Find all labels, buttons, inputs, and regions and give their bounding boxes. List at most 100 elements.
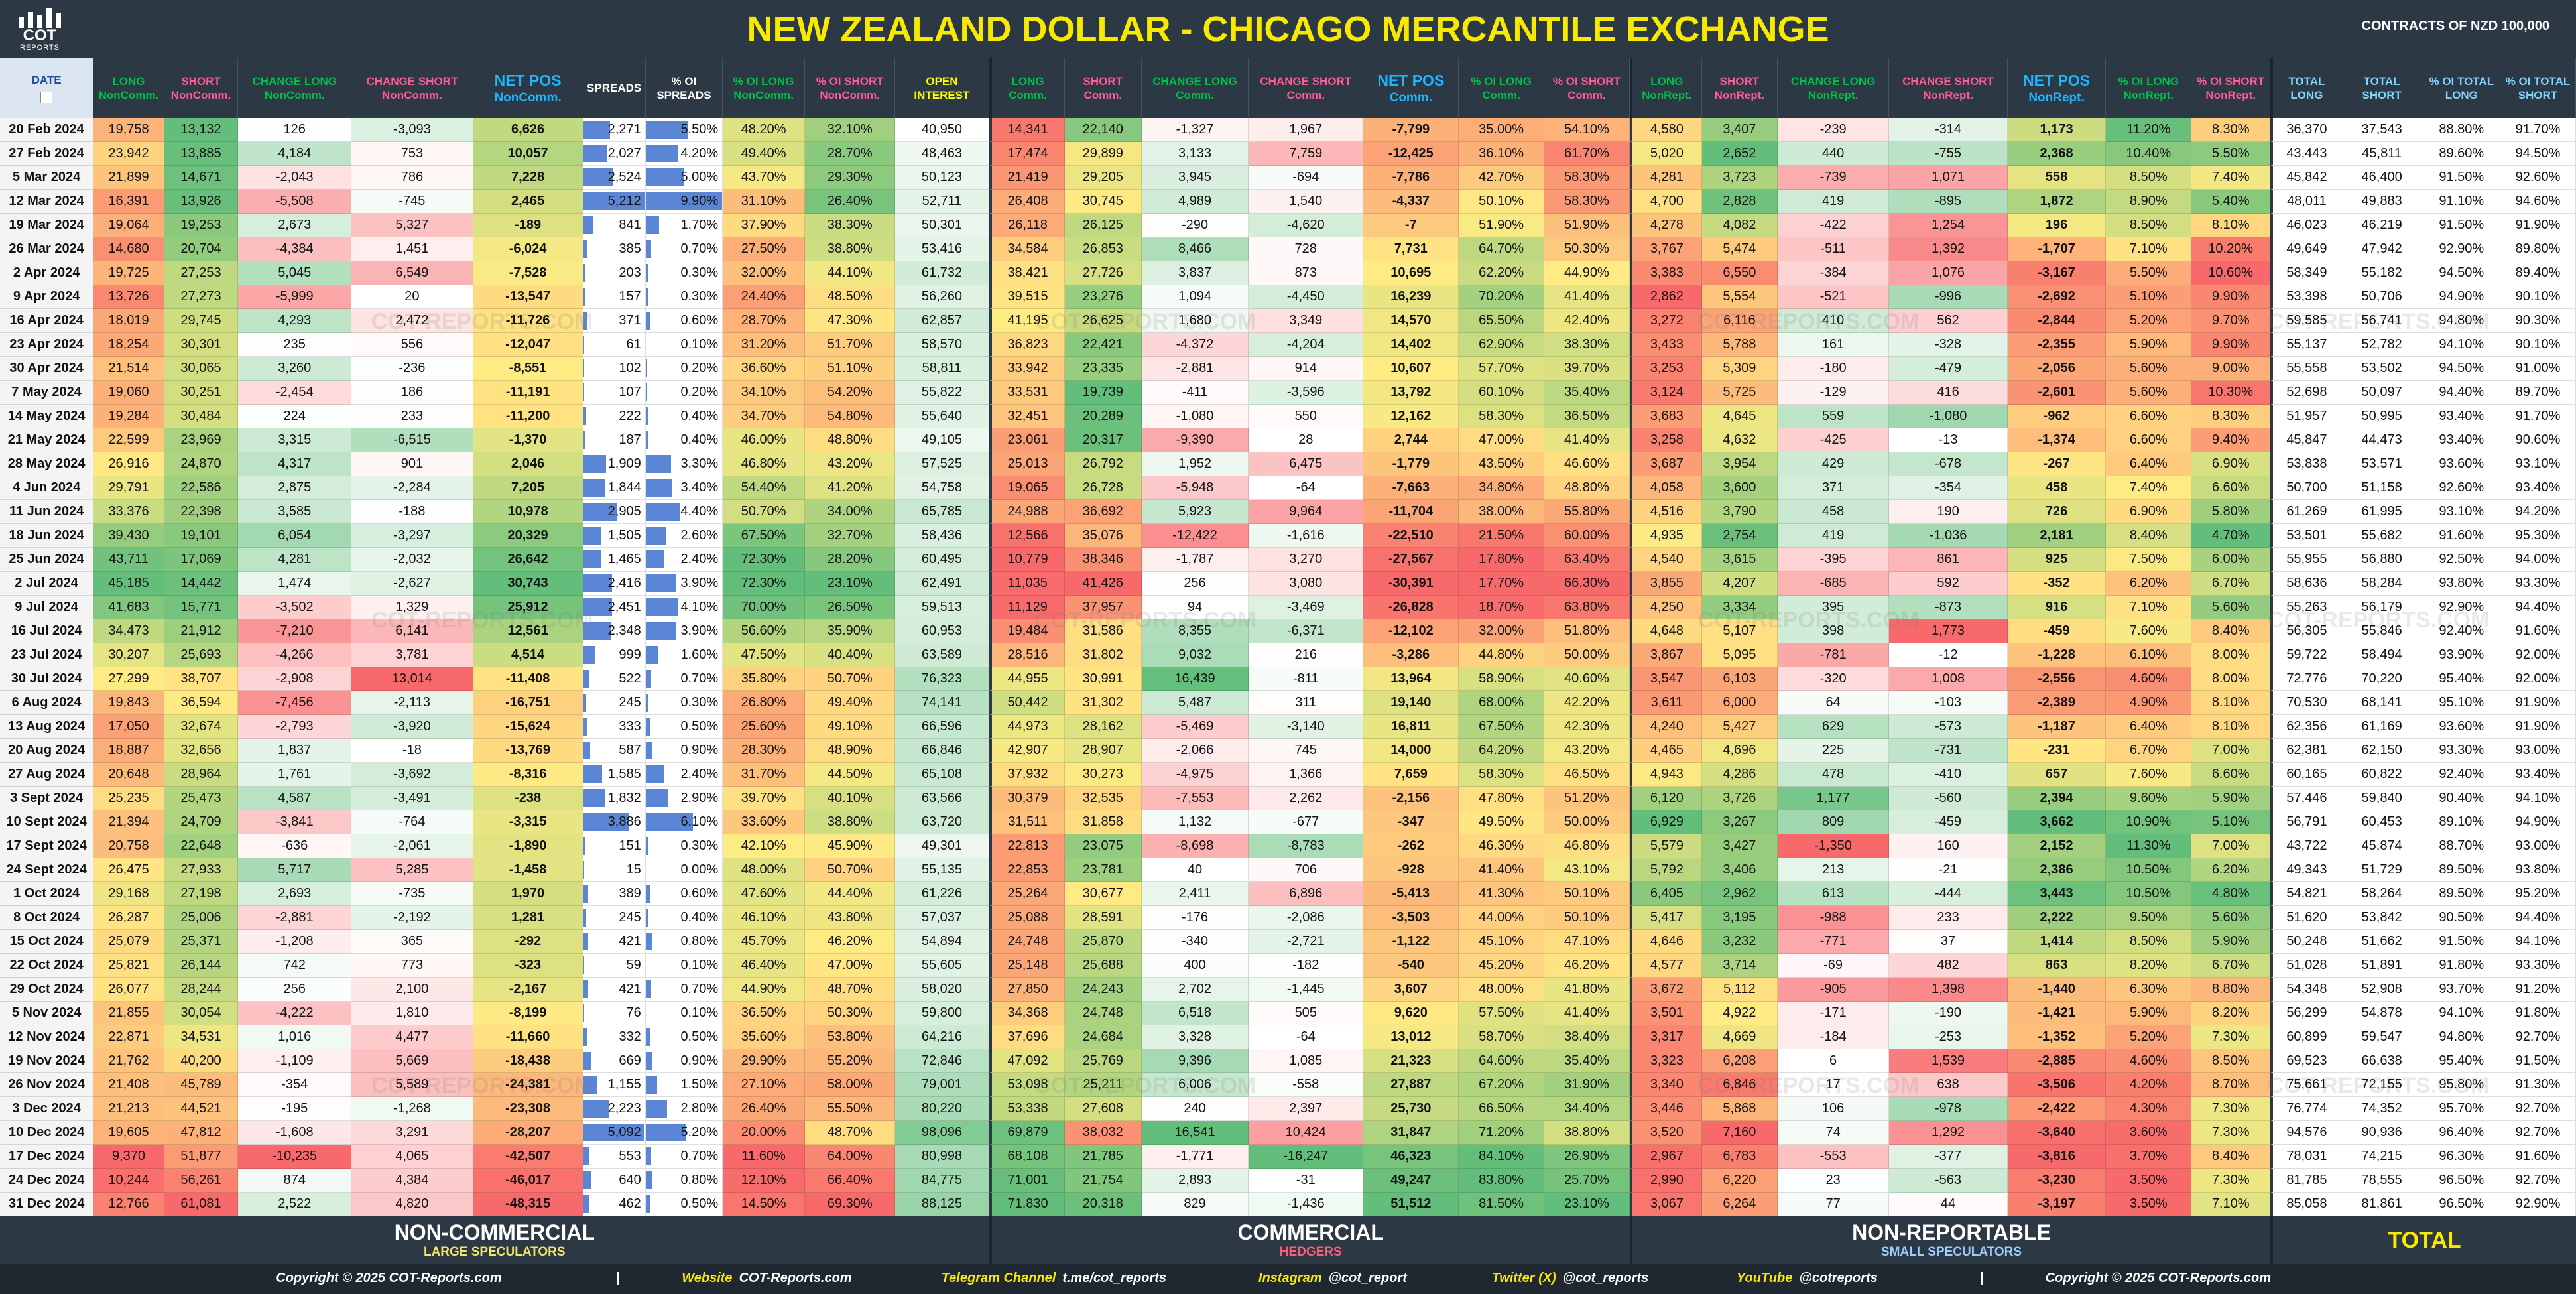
cell-text: 19,843 [108, 695, 149, 710]
cell-text: 8.20% [2211, 1005, 2250, 1020]
header-line: NonRept. [2028, 90, 2085, 105]
value-cell: 58.30% [1544, 166, 1630, 190]
cell-text: 23.10% [1564, 1197, 1609, 1211]
value-cell: -422 [1777, 214, 1890, 237]
value-cell: 2.90% [645, 787, 723, 810]
value-cell: 8.50% [2106, 214, 2192, 237]
cell-text: -347 [1397, 814, 1424, 829]
cell-text: 3,443 [2040, 886, 2073, 901]
value-cell: 0.90% [645, 1049, 723, 1073]
value-cell: 482 [1889, 954, 2008, 978]
cell-text: 59,840 [2361, 791, 2402, 805]
cell-text: 65,785 [921, 504, 963, 519]
date-cell: 1 Oct 2024 [0, 882, 94, 906]
value-cell: 5.40% [2191, 190, 2271, 214]
cell-text: 22,813 [1007, 838, 1048, 853]
cell-text: 5,212 [607, 194, 641, 208]
value-cell: 66,846 [895, 739, 989, 763]
cell-text: 22,398 [180, 504, 221, 519]
value-cell: 62.90% [1459, 333, 1544, 357]
cell-text: 60,953 [921, 623, 963, 638]
value-cell: 54,894 [895, 930, 989, 954]
value-cell: 30,379 [989, 787, 1065, 810]
value-cell: 4,989 [1141, 190, 1249, 214]
cell-text: 24,870 [180, 456, 221, 471]
value-cell: 32.00% [1459, 619, 1544, 643]
cell-text: 5,045 [278, 265, 312, 280]
value-cell: 4,293 [238, 309, 352, 333]
value-cell: 4,696 [1701, 739, 1778, 763]
value-cell: 9.00% [2191, 357, 2271, 381]
cell-text: 27,933 [180, 862, 221, 877]
date-cell: 5 Nov 2024 [0, 1002, 94, 1025]
value-cell: 55,137 [2270, 333, 2341, 357]
cell-text: -377 [1935, 1149, 1962, 1163]
value-cell: 7.30% [2191, 1025, 2271, 1049]
value-cell: 60,165 [2270, 763, 2341, 787]
cell-text: 44.90% [1564, 265, 1609, 280]
value-cell: 10,424 [1249, 1121, 1364, 1145]
cell-text: 5 Nov 2024 [11, 1005, 82, 1020]
cell-text: 20,704 [180, 241, 221, 256]
cell-text: 45.20% [1479, 958, 1524, 972]
value-cell: 1,451 [351, 237, 473, 261]
cell-text: 31,802 [1082, 647, 1123, 662]
value-cell: 395 [1777, 596, 1890, 619]
value-cell: -511 [1777, 237, 1890, 261]
data-bar [645, 1171, 652, 1189]
cell-text: 1.60% [680, 647, 719, 662]
section-label: NON-REPORTABLE SMALL SPECULATORS [1629, 1216, 2270, 1264]
cell-text: 50.10% [1564, 886, 1609, 901]
cell-text: 10,978 [507, 504, 548, 519]
cell-text: 2,046 [511, 456, 545, 471]
value-cell: 3.90% [645, 572, 723, 596]
cell-text: 7.00% [2211, 743, 2250, 757]
cell-text: -3,841 [275, 814, 314, 829]
value-cell: 57,037 [895, 906, 989, 930]
cell-text: 44.50% [827, 767, 873, 781]
cell-text: 1,173 [2040, 122, 2073, 137]
value-cell: 92.90% [2500, 1193, 2576, 1216]
value-cell: 12,766 [93, 1193, 164, 1216]
date-cell: 17 Sept 2024 [0, 834, 94, 858]
cell-text: 48.80% [1564, 480, 1609, 495]
cell-text: 0.70% [680, 671, 719, 686]
value-cell: 25,264 [989, 882, 1065, 906]
value-cell: 43.10% [1544, 858, 1630, 882]
value-cell: 6,264 [1701, 1193, 1778, 1216]
data-bar [583, 1100, 610, 1118]
data-bar [583, 121, 611, 139]
cell-text: 55,640 [921, 409, 963, 423]
value-cell: 0.30% [645, 261, 723, 285]
cell-text: -1,370 [509, 432, 547, 447]
value-cell: -184 [1777, 1025, 1890, 1049]
cell-text: -3,093 [393, 122, 431, 137]
cell-text: -6,024 [509, 241, 547, 256]
cell-text: -354 [1935, 480, 1962, 495]
value-cell: 91.70% [2500, 118, 2576, 142]
section-label: COMMERCIAL HEDGERS [989, 1216, 1630, 1264]
cell-text: 2 Apr 2024 [13, 265, 80, 280]
value-cell: 15 [583, 858, 646, 882]
cell-text: 13,014 [391, 671, 432, 686]
value-cell: 874 [238, 1169, 352, 1193]
value-cell: 4,082 [1701, 214, 1778, 237]
cell-text: 728 [1294, 241, 1317, 256]
cell-text: 0.50% [680, 1197, 719, 1211]
cell-text: 0.70% [680, 982, 719, 996]
date-cell: 27 Aug 2024 [0, 763, 94, 787]
cell-text: -323 [515, 958, 542, 972]
cell-text: 657 [2045, 767, 2068, 781]
cell-text: 30 Jul 2024 [11, 671, 82, 686]
filter-button[interactable] [40, 91, 53, 103]
cell-text: 3,886 [607, 814, 641, 829]
value-cell: 18,887 [93, 739, 164, 763]
value-cell: 3,611 [1629, 691, 1702, 715]
cell-text: 41.40% [1479, 862, 1524, 877]
cell-text: 72.30% [741, 576, 786, 590]
value-cell: 60,822 [2341, 763, 2423, 787]
value-cell: 25,821 [93, 954, 164, 978]
cell-text: 7,659 [1394, 767, 1428, 781]
cell-text: 23,969 [180, 432, 221, 447]
cell-text: 42.20% [1564, 695, 1609, 710]
